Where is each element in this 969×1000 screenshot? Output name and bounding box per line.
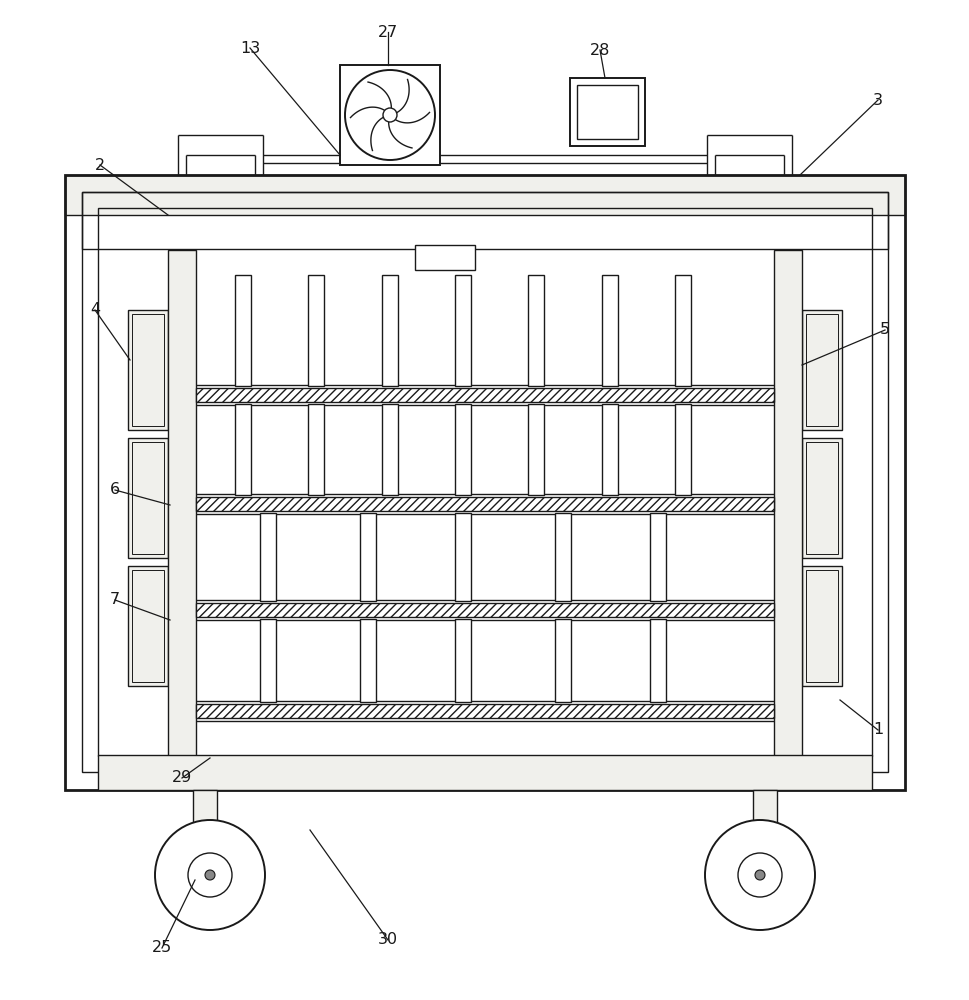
Bar: [554, 513, 571, 601]
Bar: [128, 310, 168, 430]
Bar: [805, 314, 837, 426]
Bar: [115, 222, 854, 744]
Ellipse shape: [737, 853, 781, 897]
Bar: [454, 619, 471, 702]
Bar: [649, 513, 666, 601]
Text: 3: 3: [872, 93, 882, 108]
Bar: [193, 790, 217, 826]
Bar: [82, 192, 887, 249]
Bar: [454, 275, 471, 386]
Bar: [602, 404, 617, 495]
Ellipse shape: [704, 820, 814, 930]
Bar: [415, 245, 475, 270]
Bar: [577, 85, 638, 139]
Bar: [128, 566, 168, 686]
Bar: [674, 404, 690, 495]
Text: 7: 7: [109, 592, 120, 607]
Bar: [98, 208, 871, 756]
Bar: [308, 275, 324, 386]
Bar: [359, 619, 376, 702]
Bar: [132, 314, 164, 426]
Bar: [359, 513, 376, 601]
Circle shape: [204, 870, 215, 880]
Bar: [196, 603, 773, 617]
Bar: [234, 275, 251, 386]
Circle shape: [754, 870, 765, 880]
Bar: [454, 404, 471, 495]
Bar: [801, 310, 841, 430]
Bar: [527, 404, 544, 495]
Bar: [773, 250, 801, 758]
Bar: [570, 78, 644, 146]
Bar: [527, 275, 544, 386]
Text: 4: 4: [90, 302, 100, 318]
Bar: [98, 755, 871, 790]
Text: 1: 1: [872, 722, 882, 737]
Bar: [801, 438, 841, 558]
Text: 2: 2: [95, 158, 105, 173]
Bar: [260, 619, 276, 702]
Bar: [65, 175, 904, 215]
Ellipse shape: [188, 853, 232, 897]
Bar: [308, 404, 324, 495]
Bar: [65, 175, 904, 790]
Bar: [168, 250, 196, 758]
Bar: [801, 566, 841, 686]
Bar: [132, 442, 164, 554]
Bar: [196, 704, 773, 718]
Text: 30: 30: [378, 932, 397, 947]
Text: 13: 13: [239, 41, 260, 56]
Ellipse shape: [155, 820, 265, 930]
Bar: [340, 65, 440, 165]
Text: 25: 25: [152, 940, 172, 955]
Text: 28: 28: [589, 43, 610, 58]
Bar: [382, 275, 397, 386]
Circle shape: [345, 70, 434, 160]
Bar: [128, 438, 168, 558]
Bar: [454, 513, 471, 601]
Bar: [132, 570, 164, 682]
Circle shape: [383, 108, 396, 122]
Bar: [674, 275, 690, 386]
Bar: [805, 570, 837, 682]
Bar: [752, 790, 776, 826]
Bar: [382, 404, 397, 495]
Bar: [82, 192, 887, 772]
Bar: [602, 275, 617, 386]
Bar: [805, 442, 837, 554]
Text: 5: 5: [879, 322, 890, 338]
Bar: [260, 513, 276, 601]
Bar: [554, 619, 571, 702]
Text: 27: 27: [378, 25, 397, 40]
Text: 29: 29: [172, 770, 192, 786]
Bar: [234, 404, 251, 495]
Text: 6: 6: [109, 483, 120, 497]
Bar: [196, 497, 773, 511]
Bar: [649, 619, 666, 702]
Bar: [196, 388, 773, 402]
